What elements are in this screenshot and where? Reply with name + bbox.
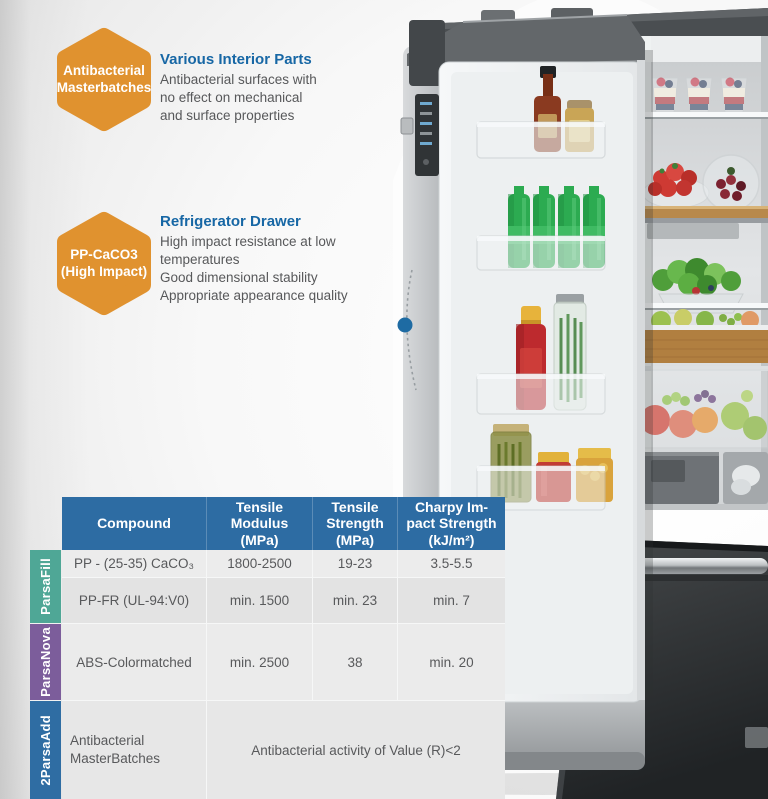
cell-antibacterial-activity: Antibacterial activity of Value (R)<2 [207,700,505,799]
berry-dessert-cups [651,77,748,113]
callout-description: High impact resistance at low temperatur… [160,233,348,305]
header-line: Charpy Im- [414,498,489,515]
callout-connector [397,269,417,391]
cell-tensile-strength: 38 [313,623,398,700]
callout-line: no effect on mechanical [160,89,303,105]
header-line: pact Strength [406,515,497,532]
group-label-parsanova: ParsaNova [30,623,61,700]
callout-line: High impact resistance at low [160,234,336,249]
group-2parsaadd: 2ParsaAdd Antibacterial MasterBatches An… [30,700,506,799]
table-row: PP-FR (UL-94:V0) min. 1500 min. 23 min. … [62,577,505,623]
header-line: Modulus [230,515,289,532]
col-header-compound: Compound [62,497,207,550]
cell-compound: PP - (25-35) CaCO₃ [62,550,207,577]
header-line: Strength [326,515,384,532]
cell-compound: ABS-Colormatched [62,623,207,700]
group-parsanova: ParsaNova ABS-Colormatched min. 2500 38 … [30,623,506,700]
door-bin-3 [476,294,606,415]
col-header-tensile-modulus: Tensile Modulus (MPa) [207,497,313,550]
hexagon-shape [57,212,151,315]
badge-antibacterial-masterbatches: Antibacterial Masterbatches [56,27,152,132]
callout-description: Antibacterial surfaces with no effect on… [160,71,317,125]
badge-line: (High Impact) [60,263,148,279]
freezer-handle [611,558,768,574]
badge-pp-caco3-high-impact: PP-CaCO3 (High Impact) [56,211,152,316]
callout-refrigerator-drawer: Refrigerator Drawer High impact resistan… [160,213,348,305]
cell-charpy-impact: min. 20 [398,623,505,700]
door-control-panel [400,94,439,176]
table-row: ABS-Colormatched min. 2500 38 min. 20 [62,623,505,700]
cell-charpy-impact: min. 7 [398,577,505,623]
callout-line: Antibacterial surfaces with [160,72,317,87]
group-label-2parsaadd: 2ParsaAdd [30,700,61,799]
callout-various-interior-parts: Various Interior Parts Antibacterial sur… [160,51,317,125]
header-line: Compound [97,515,171,532]
header-line: (MPa) [240,531,279,548]
bottom-bins [641,452,768,510]
header-line: (MPa) [335,531,375,548]
table-row: PP - (25-35) CaCO₃ 1800-2500 19-23 3.5-5… [62,550,505,577]
table-header-row: Compound Tensile Modulus (MPa) Tensile S… [62,497,505,550]
table-body: ParsaFill PP - (25-35) CaCO₃ 1800-2500 1… [30,550,506,799]
compound-properties-table: Compound Tensile Modulus (MPa) Tensile S… [30,497,506,799]
door-bin-1 [476,66,606,159]
door-bin-2-green-bottles [476,177,606,271]
cell-charpy-impact: 3.5-5.5 [398,550,505,577]
cell-tensile-modulus: 1800-2500 [207,550,313,577]
wooden-crisper-drawer [643,309,768,363]
badge-line: PP-CaCO3 [70,246,138,262]
callout-line: temperatures [160,251,240,267]
group-parsafill: ParsaFill PP - (25-35) CaCO₃ 1800-2500 1… [30,550,506,623]
cell-compound: Antibacterial MasterBatches [62,700,207,799]
header-line: Tensile [235,498,284,515]
group-label-parsafill: ParsaFill [30,550,61,623]
header-line: (kJ/m²) [428,531,475,548]
clear-fruit-drawer [640,366,768,449]
badge-line: Masterbatches [56,79,152,95]
badge-line: Antibacterial [63,62,145,78]
strawberries-and-cherry-bowl [642,154,760,212]
cell-tensile-modulus: min. 1500 [207,577,313,623]
cell-compound: PP-FR (UL-94:V0) [62,577,207,623]
callout-title: Refrigerator Drawer [160,213,301,230]
callout-line: Appropriate appearance quality [160,287,348,303]
callout-dot [397,317,413,333]
cell-tensile-strength: 19-23 [313,550,398,577]
fridge-interior [640,36,768,510]
col-header-tensile-strength: Tensile Strength (MPa) [313,497,398,550]
callout-line: and surface properties [160,107,295,123]
cell-tensile-modulus: min. 2500 [207,623,313,700]
hexagon-shape [57,28,151,131]
callout-title: Various Interior Parts [160,51,312,68]
col-header-charpy-impact: Charpy Im- pact Strength (kJ/m²) [398,497,505,550]
table-row: Antibacterial MasterBatches Antibacteria… [62,700,505,799]
door-bin-4-jars [476,424,613,511]
callout-line: Good dimensional stability [160,269,318,285]
header-line: Tensile [331,498,379,515]
cell-tensile-strength: min. 23 [313,577,398,623]
